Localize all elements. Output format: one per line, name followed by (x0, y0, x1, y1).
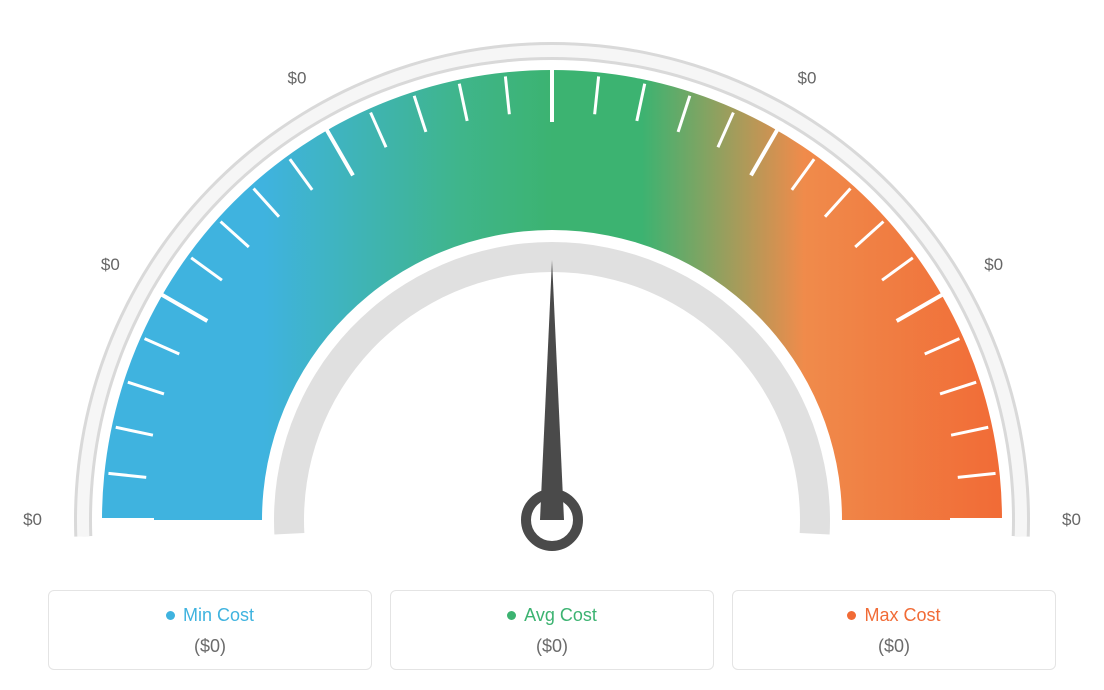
gauge-tick-label: $0 (101, 255, 120, 274)
legend-row: Min Cost ($0) Avg Cost ($0) Max Cost ($0… (20, 590, 1084, 670)
gauge-svg: $0$0$0$0$0$0$0 (20, 20, 1084, 560)
legend-dot-max (847, 611, 856, 620)
legend-value-max: ($0) (743, 636, 1045, 657)
legend-card-min: Min Cost ($0) (48, 590, 372, 670)
cost-gauge: $0$0$0$0$0$0$0 Min Cost ($0) Avg Cost ($… (20, 20, 1084, 670)
legend-dot-min (166, 611, 175, 620)
legend-card-max: Max Cost ($0) (732, 590, 1056, 670)
gauge-tick-label: $0 (23, 510, 42, 529)
legend-dot-avg (507, 611, 516, 620)
gauge-tick-label: $0 (984, 255, 1003, 274)
gauge-tick-label: $0 (798, 68, 817, 87)
legend-value-avg: ($0) (401, 636, 703, 657)
legend-label-min: Min Cost (183, 605, 254, 626)
legend-card-avg: Avg Cost ($0) (390, 590, 714, 670)
legend-label-avg: Avg Cost (524, 605, 597, 626)
legend-label-max: Max Cost (864, 605, 940, 626)
legend-value-min: ($0) (59, 636, 361, 657)
gauge-tick-label: $0 (1062, 510, 1081, 529)
gauge-needle (540, 260, 564, 520)
gauge-tick-label: $0 (288, 68, 307, 87)
